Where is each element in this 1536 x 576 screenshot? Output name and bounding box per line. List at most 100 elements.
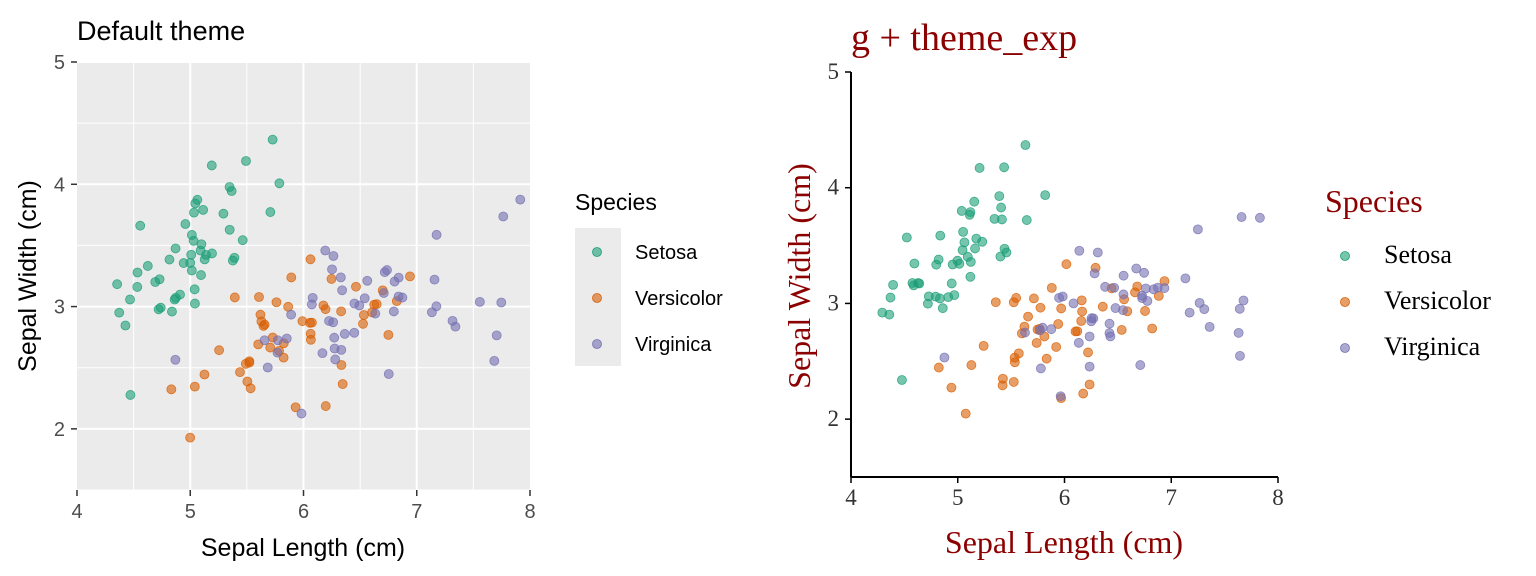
- data-point-setosa: [201, 250, 211, 260]
- data-point-setosa: [996, 202, 1007, 213]
- data-point-versicolor: [240, 358, 251, 369]
- data-point-virginica: [515, 194, 526, 205]
- x-tick-label: 5: [185, 501, 196, 523]
- data-point-versicolor: [1035, 302, 1046, 313]
- data-point-virginica: [1234, 303, 1245, 314]
- data-point-setosa: [994, 191, 1005, 202]
- data-point-setosa: [930, 291, 941, 302]
- data-point-setosa: [120, 320, 131, 331]
- data-point-versicolor: [997, 373, 1008, 384]
- data-point-setosa: [189, 207, 199, 218]
- data-point-setosa: [265, 207, 276, 217]
- data-point-setosa: [206, 160, 217, 171]
- data-point-virginica: [339, 329, 350, 339]
- y-tick-label: 2: [828, 406, 840, 431]
- panel-theme-exp: g + theme_exp Sepal Length (cm) Sepal Wi…: [781, 17, 1491, 560]
- data-point-versicolor: [1041, 353, 1052, 364]
- data-point-virginica: [498, 211, 509, 222]
- data-point-setosa: [178, 258, 189, 268]
- data-point-setosa: [935, 230, 946, 241]
- data-point-virginica: [1194, 297, 1205, 308]
- data-point-virginica: [337, 285, 348, 296]
- data-point-setosa: [957, 245, 968, 255]
- chart-title: Default theme: [77, 16, 245, 46]
- legend-key-virginica: [592, 339, 602, 349]
- data-point-setosa: [974, 163, 985, 173]
- data-point-virginica: [1100, 281, 1111, 292]
- data-point-setosa: [154, 274, 165, 285]
- data-point-virginica: [362, 275, 373, 286]
- data-point-virginica: [1104, 318, 1115, 329]
- data-point-virginica: [1118, 270, 1129, 281]
- data-point-versicolor: [1061, 259, 1072, 270]
- data-point-versicolor: [297, 316, 308, 327]
- data-point-versicolor: [1053, 319, 1064, 329]
- data-point-versicolor: [1083, 347, 1093, 358]
- data-point-setosa: [946, 278, 957, 289]
- data-point-setosa: [962, 251, 973, 262]
- data-point-setosa: [1040, 190, 1051, 201]
- data-point-versicolor: [1077, 306, 1088, 317]
- data-point-versicolor: [271, 297, 282, 308]
- data-point-setosa: [229, 252, 240, 263]
- data-point-virginica: [1035, 363, 1046, 374]
- y-tick-label: 2: [54, 419, 65, 441]
- x-tick-label: 8: [1272, 485, 1284, 510]
- data-point-virginica: [1180, 273, 1191, 284]
- data-point-setosa: [909, 258, 920, 269]
- data-point-setosa: [956, 206, 967, 216]
- data-point-setosa: [170, 243, 181, 254]
- data-point-setosa: [224, 224, 235, 235]
- y-tick-label: 5: [54, 52, 65, 74]
- y-tick-label: 3: [54, 297, 65, 319]
- data-point-virginica: [327, 264, 337, 275]
- x-tick-label: 8: [524, 501, 535, 523]
- data-point-virginica: [379, 267, 390, 278]
- data-point-setosa: [965, 207, 976, 218]
- legend-label-versicolor: Versicolor: [1384, 286, 1491, 315]
- legend-key-setosa: [592, 247, 602, 257]
- x-tick-label: 7: [411, 501, 422, 523]
- data-point-setosa: [112, 279, 123, 290]
- data-point-virginica: [328, 317, 339, 328]
- data-point-setosa: [274, 178, 285, 189]
- data-point-versicolor: [320, 304, 331, 315]
- data-point-virginica: [1074, 245, 1085, 256]
- data-point-setosa: [125, 390, 136, 400]
- data-point-virginica: [450, 321, 461, 332]
- data-point-virginica: [1235, 350, 1245, 361]
- data-point-virginica: [329, 332, 340, 343]
- data-point-virginica: [330, 354, 341, 365]
- x-tick-label: 6: [298, 501, 309, 523]
- data-point-versicolor: [358, 318, 368, 329]
- y-tick-label: 4: [828, 175, 840, 200]
- data-point-setosa: [132, 282, 143, 292]
- chart-title: g + theme_exp: [851, 17, 1077, 59]
- data-point-virginica: [474, 296, 485, 307]
- data-point-virginica: [1139, 267, 1150, 278]
- data-point-versicolor: [1056, 303, 1067, 314]
- data-point-versicolor: [229, 292, 240, 303]
- data-point-versicolor: [1116, 325, 1127, 335]
- data-point-versicolor: [990, 297, 1001, 308]
- data-point-setosa: [169, 294, 180, 305]
- data-point-setosa: [989, 213, 1000, 224]
- data-point-setosa: [125, 294, 135, 305]
- y-axis-label: Sepal Width (cm): [781, 163, 817, 389]
- data-point-virginica: [1238, 295, 1249, 306]
- data-point-setosa: [877, 307, 888, 318]
- legend-key-virginica: [1340, 343, 1350, 353]
- data-point-versicolor: [189, 381, 200, 392]
- data-point-versicolor: [1028, 293, 1039, 304]
- x-tick-label: 4: [845, 485, 857, 510]
- data-point-virginica: [489, 356, 500, 366]
- data-point-setosa: [198, 204, 209, 215]
- data-point-virginica: [427, 307, 437, 318]
- data-point-virginica: [383, 369, 394, 379]
- data-point-versicolor: [336, 360, 347, 370]
- data-point-versicolor: [1147, 323, 1158, 334]
- data-point-virginica: [1131, 263, 1142, 274]
- data-point-virginica: [1236, 212, 1247, 222]
- y-tick-label: 5: [828, 59, 840, 84]
